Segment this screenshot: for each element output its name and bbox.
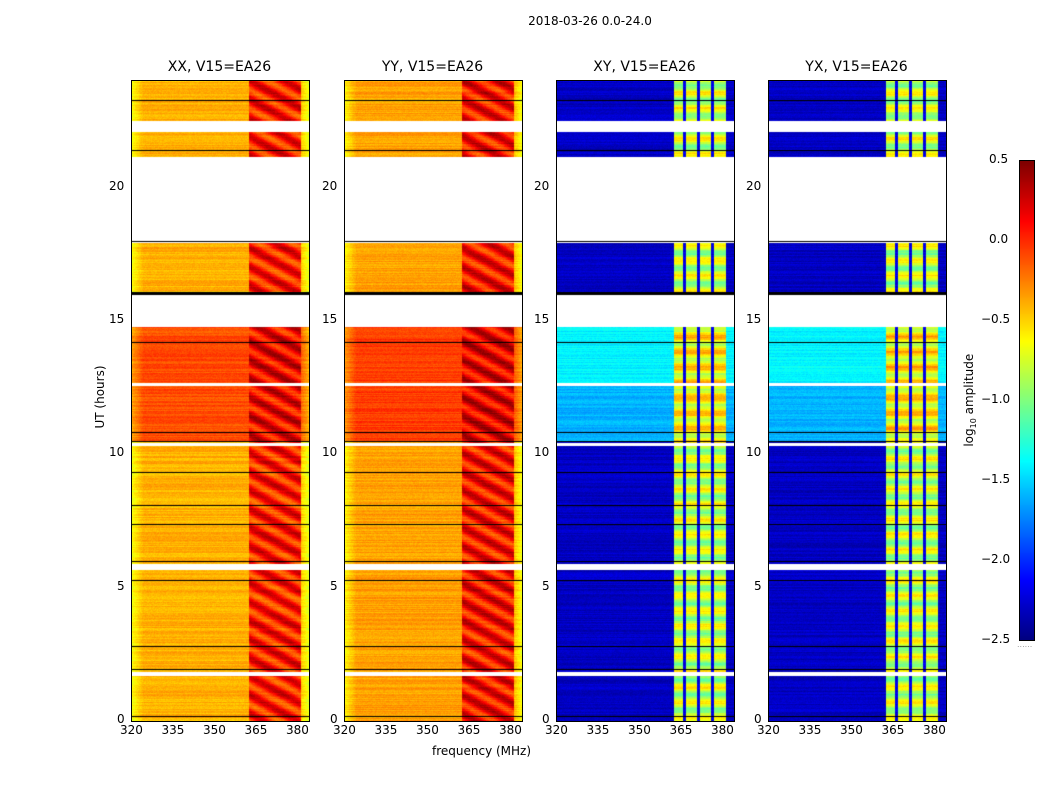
x-tick-label: 335 bbox=[161, 723, 185, 737]
y-tick-label: 15 bbox=[534, 312, 550, 326]
x-tick-label: 335 bbox=[586, 723, 610, 737]
y-tick-label: 10 bbox=[322, 445, 338, 460]
x-tick-label: 320 bbox=[333, 723, 356, 737]
y-tick-label: 5 bbox=[117, 578, 125, 593]
x-tick-label: 350 bbox=[415, 723, 439, 737]
panel-title-xy: XY, V15=EA26 bbox=[593, 59, 696, 75]
y-tick-label: 0 bbox=[754, 712, 762, 726]
y-tick-label: 10 bbox=[746, 445, 762, 460]
y-tick-label: 15 bbox=[109, 312, 125, 326]
y-tick-label: 5 bbox=[330, 578, 338, 593]
colorbar-tick-label: −2.5 bbox=[981, 632, 1011, 646]
heatmap-yy bbox=[344, 80, 523, 722]
x-tick-label: 320 bbox=[545, 723, 568, 737]
x-tick-label: 380 bbox=[498, 723, 522, 737]
x-tick-label: 380 bbox=[922, 723, 946, 737]
x-tick-label: 365 bbox=[881, 723, 905, 737]
y-tick-label: 0 bbox=[542, 712, 550, 726]
x-tick-label: 380 bbox=[285, 723, 309, 737]
x-tick-label: 350 bbox=[839, 723, 863, 737]
x-axis-label: frequency (MHz) bbox=[432, 744, 532, 758]
y-tick-label: 20 bbox=[746, 178, 762, 193]
y-axis-label: UT (hours) bbox=[93, 365, 107, 429]
y-tick-label: 20 bbox=[109, 178, 125, 193]
x-tick-label: 380 bbox=[710, 723, 734, 737]
x-tick-label: 320 bbox=[757, 723, 780, 737]
figure-title: 2018-03-26 0.0-24.0 bbox=[528, 14, 652, 28]
colorbar-tick-label: 0.5 bbox=[989, 152, 1009, 166]
y-tick-label: 10 bbox=[534, 445, 550, 460]
panel-title-yy: YY, V15=EA26 bbox=[381, 59, 484, 75]
y-tick-label: 20 bbox=[322, 178, 338, 193]
colorbar-label: log10 amplitude bbox=[961, 353, 979, 447]
x-tick-label: 320 bbox=[120, 723, 143, 737]
colorbar-tick-label: 0.0 bbox=[989, 232, 1009, 246]
x-tick-label: 335 bbox=[374, 723, 398, 737]
x-tick-label: 350 bbox=[627, 723, 651, 737]
colorbar-tick-label: −2.0 bbox=[981, 552, 1011, 566]
colorbar-tick-label: −1.5 bbox=[981, 472, 1011, 486]
x-tick-label: 335 bbox=[798, 723, 822, 737]
y-tick-label: 5 bbox=[754, 578, 762, 593]
colorbar bbox=[1019, 160, 1035, 641]
y-tick-label: 5 bbox=[542, 578, 550, 593]
heatmap-yx bbox=[768, 80, 947, 722]
x-tick-label: 365 bbox=[244, 723, 268, 737]
colorbar-tick-label: −1.0 bbox=[981, 392, 1011, 406]
y-tick-label: 0 bbox=[330, 712, 338, 726]
y-tick-label: 0 bbox=[117, 712, 125, 726]
panel-title-yx: YX, V15=EA26 bbox=[805, 59, 908, 75]
y-tick-label: 15 bbox=[322, 312, 338, 326]
y-tick-label: 10 bbox=[109, 445, 125, 460]
x-tick-label: 365 bbox=[669, 723, 693, 737]
x-tick-label: 350 bbox=[202, 723, 226, 737]
heatmap-xx bbox=[131, 80, 310, 722]
colorbar-under-marker: ...... bbox=[1017, 640, 1033, 649]
y-tick-label: 20 bbox=[534, 178, 550, 193]
y-tick-label: 15 bbox=[746, 312, 762, 326]
heatmap-xy bbox=[556, 80, 735, 722]
x-tick-label: 365 bbox=[457, 723, 481, 737]
panel-title-xx: XX, V15=EA26 bbox=[167, 59, 272, 75]
colorbar-tick-label: −0.5 bbox=[981, 312, 1011, 326]
